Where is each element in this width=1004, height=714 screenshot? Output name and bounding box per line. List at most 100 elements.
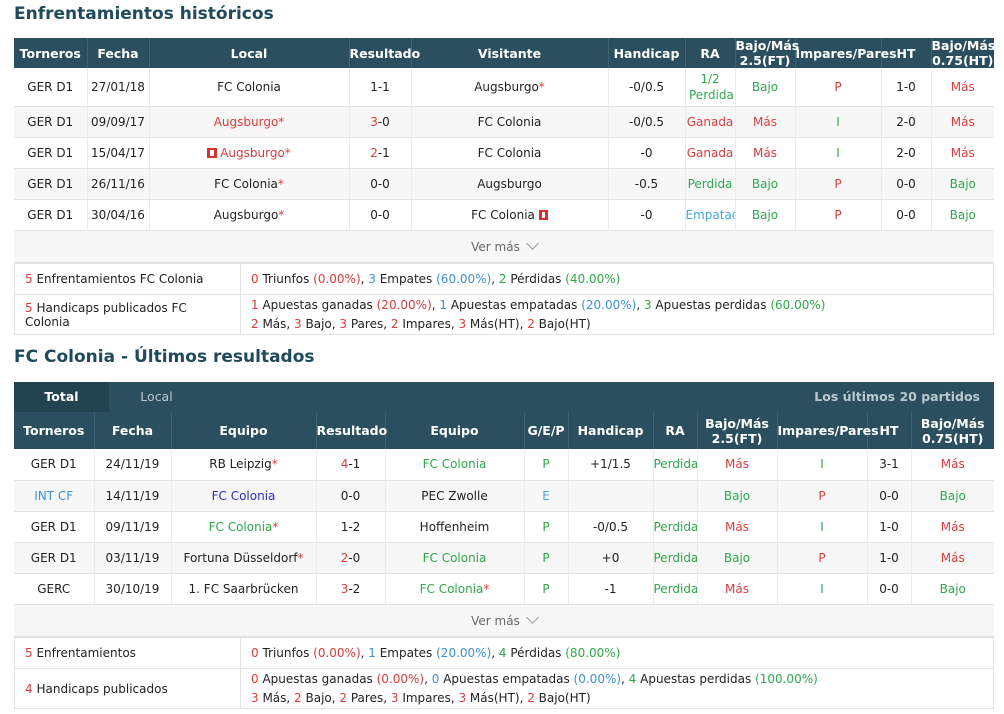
league-cell: GER D1 (14, 106, 88, 138)
league-cell: GER D1 (14, 542, 95, 574)
summary-values: 0 Triunfos (0.00%), 1 Empates (20.00%), … (240, 637, 994, 669)
away-team-cell[interactable]: FC Colonia (411, 199, 609, 231)
away-team-cell[interactable]: Hoffenheim (385, 511, 525, 543)
table-row[interactable]: GERC 30/10/19 1. FC Saarbrücken 3-2 FC Colon… (14, 573, 994, 605)
match-date: 30/10/19 (105, 581, 160, 596)
ht-score: 3-1 (879, 457, 899, 472)
ou-ht-value: Bajo (949, 207, 976, 222)
ou-line: 3 Más, 2 Bajo, 2 Pares, 3 Impares, 3 Más… (251, 689, 983, 708)
col-header: Torneros (14, 412, 95, 449)
tab-total[interactable]: Total (14, 382, 109, 412)
impares-count: 3 (390, 690, 399, 705)
ou-ht-value: Bajo (949, 176, 976, 191)
col-header: Impares/Pares (795, 38, 897, 68)
league-name: GER D1 (27, 176, 74, 191)
table-row[interactable]: GER D1 09/11/19 FC Colonia* 1-2 Hoffenheim P -… (14, 511, 994, 543)
h2h-table-wrap: Torneros Fecha Local Resultado Visitante… (14, 38, 995, 263)
date-cell: 27/01/18 (87, 68, 150, 107)
gep-cell: E (524, 480, 569, 512)
home-team-cell[interactable]: Augsburgo* (149, 199, 350, 231)
ou-value: Bajo (751, 176, 779, 191)
handicap-value: -0/0.5 (628, 79, 665, 94)
score-home: 1 (340, 519, 349, 534)
hcp-loss-label: Apuestas perdidas (651, 297, 771, 312)
gep-value: P (542, 550, 550, 565)
table-row[interactable]: GER D1 27/01/18 FC Colonia 1-1 Augsburgo* -0/… (14, 68, 994, 107)
score-away: -2 (348, 581, 361, 596)
ou-ht-value: Más (940, 519, 965, 534)
summary-label: 5 Enfrentamientos FC Colonia (14, 263, 241, 295)
league-cell: GER D1 (14, 137, 88, 169)
home-team-cell[interactable]: FC Colonia (171, 480, 317, 512)
home-team-cell[interactable]: Fortuna Düsseldorf* (171, 542, 317, 574)
home-team-cell[interactable]: 1. FC Saarbrücken (171, 573, 317, 605)
away-team-name: FC Colonia (419, 581, 484, 596)
table-row[interactable]: GER D1 30/04/16 Augsburgo* 0-0 FC Colonia -0 E… (14, 199, 994, 231)
recent-header-row: Torneros Fecha Equipo Resultado Equipo G… (14, 412, 994, 449)
summary-values: 0 Triunfos (0.00%), 3 Empates (60.00%), … (240, 263, 994, 295)
handicap-value: +1/1.5 (590, 457, 631, 472)
ht-cell: 0-0 (867, 480, 912, 512)
col-header: Bajo/Más 2.5(FT) (735, 38, 800, 68)
score-home: 4 (340, 457, 349, 472)
home-team-cell[interactable]: Augsburgo* (149, 137, 350, 169)
score-home: 2 (340, 550, 349, 565)
home-star: * (277, 176, 284, 191)
home-team-cell[interactable]: FC Colonia* (171, 511, 317, 543)
ra-value: 1/2 Perdida (689, 71, 734, 102)
ver-mas-button[interactable]: Ver más (14, 230, 994, 263)
ra-cell: Ganada (685, 106, 736, 138)
hcp-draw-pct: (20.00%) (581, 297, 637, 312)
ou-cell: Más (697, 449, 778, 481)
date-cell: 14/11/19 (94, 480, 172, 512)
league-cell: GER D1 (14, 68, 88, 107)
away-team-cell[interactable]: Augsburgo* (411, 68, 609, 107)
result-cell: 2-1 (349, 137, 412, 169)
ou-value: Más (753, 114, 777, 129)
ou-ht-cell: Más (931, 106, 994, 138)
table-row[interactable]: INT CF 14/11/19 FC Colonia 0-0 PEC Zwolle E Ba… (14, 480, 994, 512)
away-team-cell[interactable]: Augsburgo (411, 168, 609, 200)
home-team-cell[interactable]: FC Colonia (149, 68, 350, 107)
bajo-count: 3 (294, 316, 302, 331)
table-row[interactable]: GER D1 03/11/19 Fortuna Düsseldorf* 2-0 FC C… (14, 542, 994, 574)
table-row[interactable]: GER D1 15/04/17 Augsburgo* 2-1 FC Colonia -0 G… (14, 137, 994, 169)
ra-cell (653, 480, 698, 512)
away-team-cell[interactable]: FC Colonia (385, 542, 525, 574)
ou-value: Más (753, 145, 777, 160)
home-team-cell[interactable]: RB Leipzig* (171, 449, 317, 481)
table-row[interactable]: GER D1 24/11/19 RB Leipzig* 4-1 FC Colonia P +… (14, 449, 994, 481)
hcp-win-pct: (20.00%) (376, 297, 432, 312)
league-cell: GER D1 (14, 168, 88, 200)
ou-ht-value: Más (950, 114, 975, 129)
gep-cell: P (524, 542, 569, 574)
away-team-cell[interactable]: PEC Zwolle (385, 480, 525, 512)
summary-label: 5 Handicaps publicados FC Colonia (14, 294, 241, 335)
hcp-draw-count: 0 (431, 671, 440, 686)
handicap-value: -0.5 (634, 176, 659, 191)
home-team-cell[interactable]: Augsburgo* (149, 106, 350, 138)
handicap-value: -1 (604, 581, 617, 596)
ht-cell: 1-0 (867, 542, 912, 574)
summary-values: 1 Apuestas ganadas (20.00%), 1 Apuestas … (240, 294, 994, 335)
gep-value: E (542, 488, 550, 503)
away-team-cell[interactable]: FC Colonia (411, 106, 609, 138)
tab-local[interactable]: Local (109, 382, 204, 412)
table-row[interactable]: GER D1 26/11/16 FC Colonia* 0-0 Augsburgo -0.… (14, 168, 994, 200)
away-team-cell[interactable]: FC Colonia (385, 449, 525, 481)
ou-ht-cell: Más (911, 511, 994, 543)
away-team-cell[interactable]: FC Colonia (411, 137, 609, 169)
home-team-cell[interactable]: FC Colonia* (149, 168, 350, 200)
ra-cell: Perdida (653, 542, 698, 574)
oe-cell: P (777, 480, 868, 512)
col-header: Equipo (171, 412, 317, 449)
h2h-header-row: Torneros Fecha Local Resultado Visitante… (14, 38, 995, 68)
table-row[interactable]: GER D1 09/09/17 Augsburgo* 3-0 FC Colonia -0/… (14, 106, 994, 138)
ver-mas-button[interactable]: Ver más (14, 604, 994, 637)
ou-ht-cell: Bajo (931, 199, 994, 231)
away-team-cell[interactable]: FC Colonia* (385, 573, 525, 605)
away-star: * (538, 79, 545, 94)
ou-cell: Bajo (735, 199, 796, 231)
col-header: Resultado (316, 412, 387, 449)
result-cell: 3-2 (316, 573, 386, 605)
